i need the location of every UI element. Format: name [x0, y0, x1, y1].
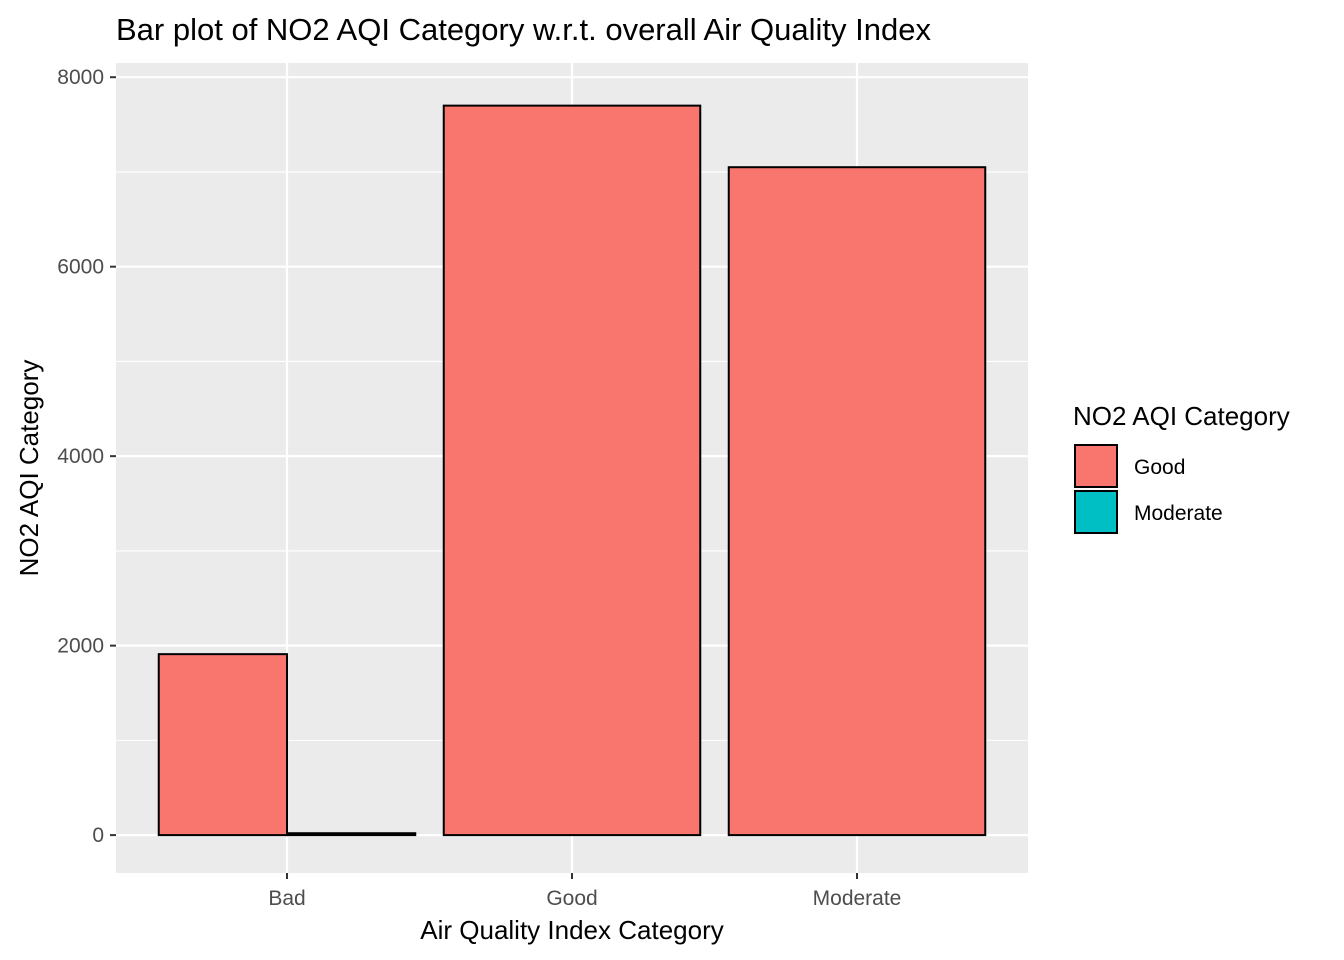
bar-good-good [442, 104, 702, 837]
y-axis-title: NO2 AQI Category [14, 360, 44, 577]
y-tick-label: 0 [92, 824, 104, 847]
x-tick-label: Moderate [813, 887, 902, 910]
legend-items: Good Moderate [1074, 444, 1223, 534]
bars [157, 104, 987, 837]
y-axis: 0 2000 4000 6000 8000 [57, 66, 116, 847]
y-tick-label: 4000 [57, 445, 104, 468]
x-axis: Bad Good Moderate [268, 873, 901, 910]
legend-label-good: Good [1134, 456, 1185, 479]
chart-title: Bar plot of NO2 AQI Category w.r.t. over… [116, 12, 931, 47]
x-tick-label: Good [546, 887, 597, 910]
bar-bad-moderate [286, 832, 417, 837]
bar-bad-good [157, 653, 288, 837]
x-axis-title: Air Quality Index Category [420, 915, 723, 945]
legend-label-moderate: Moderate [1134, 502, 1223, 525]
legend-key-good [1074, 444, 1118, 488]
legend-key-moderate [1074, 490, 1118, 534]
x-tick-label: Bad [268, 887, 305, 910]
y-tick-label: 2000 [57, 635, 104, 658]
legend-title: NO2 AQI Category [1073, 401, 1290, 431]
y-tick-label: 6000 [57, 256, 104, 279]
y-tick-label: 8000 [57, 66, 104, 89]
legend: NO2 AQI Category Good Moderate [1073, 401, 1290, 534]
bar-moderate-good [727, 166, 987, 837]
